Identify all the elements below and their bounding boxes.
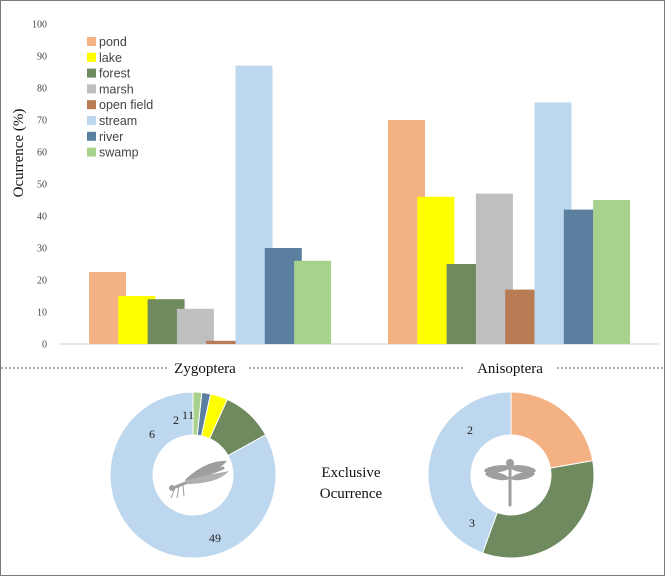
donut-label-anisoptera-forest: 3 [469, 516, 475, 530]
donut-slice-anisoptera-forest [481, 460, 595, 559]
donut-slice-anisoptera-stream [427, 391, 512, 554]
damselfly-icon [169, 460, 229, 499]
legend-label-lake: lake [99, 51, 122, 65]
legend-label-swamp: swamp [99, 146, 139, 160]
donut-slice-zygoptera-swamp [192, 391, 203, 436]
legend-label-forest: forest [99, 67, 131, 81]
bar-anisoptera-swamp [593, 200, 631, 344]
legend-swatch-open-field [87, 100, 96, 110]
legend-swatch-lake [87, 52, 96, 62]
dragonfly-icon [484, 459, 536, 507]
y-tick-label: 60 [37, 148, 47, 159]
bar-zygoptera-open-field [206, 340, 244, 344]
donut-slice-anisoptera-pond [510, 391, 594, 469]
y-tick-label: 40 [37, 212, 47, 223]
y-tick-label: 100 [32, 20, 47, 31]
group-label-bg [463, 357, 557, 377]
group-label-zygoptera: Zygoptera [174, 361, 236, 377]
legend-swatch-stream [87, 116, 96, 125]
bar-chart: 0 10 20 30 40 50 60 70 80 90 100 [32, 20, 659, 351]
legend-label-open-field: open field [99, 98, 153, 112]
donut-charts: 496211432 [109, 391, 595, 559]
legend-label-river: river [99, 130, 123, 144]
group-label-anisoptera: Anisoptera [477, 361, 543, 377]
legend-label-stream: stream [99, 114, 137, 128]
y-tick-label: 30 [37, 244, 47, 255]
legend-swatch-river [87, 131, 96, 141]
caption-line-1: Exclusive [321, 465, 380, 481]
donut-label-zygoptera-forest: 6 [149, 427, 155, 441]
y-tick-label: 0 [42, 340, 47, 351]
caption-line-2: Ocurrence [320, 486, 383, 502]
y-tick-label: 90 [37, 52, 47, 63]
legend-swatch-marsh [87, 84, 96, 94]
bar-zygoptera-marsh [176, 308, 214, 344]
y-tick-label: 20 [37, 276, 47, 287]
donut-label-anisoptera-pond: 2 [467, 423, 473, 437]
legend-label-pond: pond [99, 35, 127, 49]
legend-label-marsh: marsh [99, 82, 134, 96]
donut-label-zygoptera-stream: 49 [209, 531, 221, 545]
donut-label-zygoptera-river: 1 [182, 408, 188, 422]
donut-label-zygoptera-swamp: 1 [188, 408, 194, 422]
bar-zygoptera-swamp [294, 260, 332, 344]
y-tick-label: 10 [37, 308, 47, 319]
y-tick-label: 50 [37, 180, 47, 191]
y-axis-label: Ocurrence (%) [11, 109, 27, 198]
donut-slice-zygoptera-stream [109, 391, 277, 559]
legend-swatch-swamp [87, 147, 96, 157]
legend-swatch-forest [87, 68, 96, 78]
donut-label-zygoptera-lake: 2 [173, 413, 179, 427]
group-label-bg [167, 357, 247, 377]
y-tick-label: 80 [37, 84, 47, 95]
y-tick-label: 70 [37, 116, 47, 127]
legend-swatch-pond [87, 37, 96, 46]
